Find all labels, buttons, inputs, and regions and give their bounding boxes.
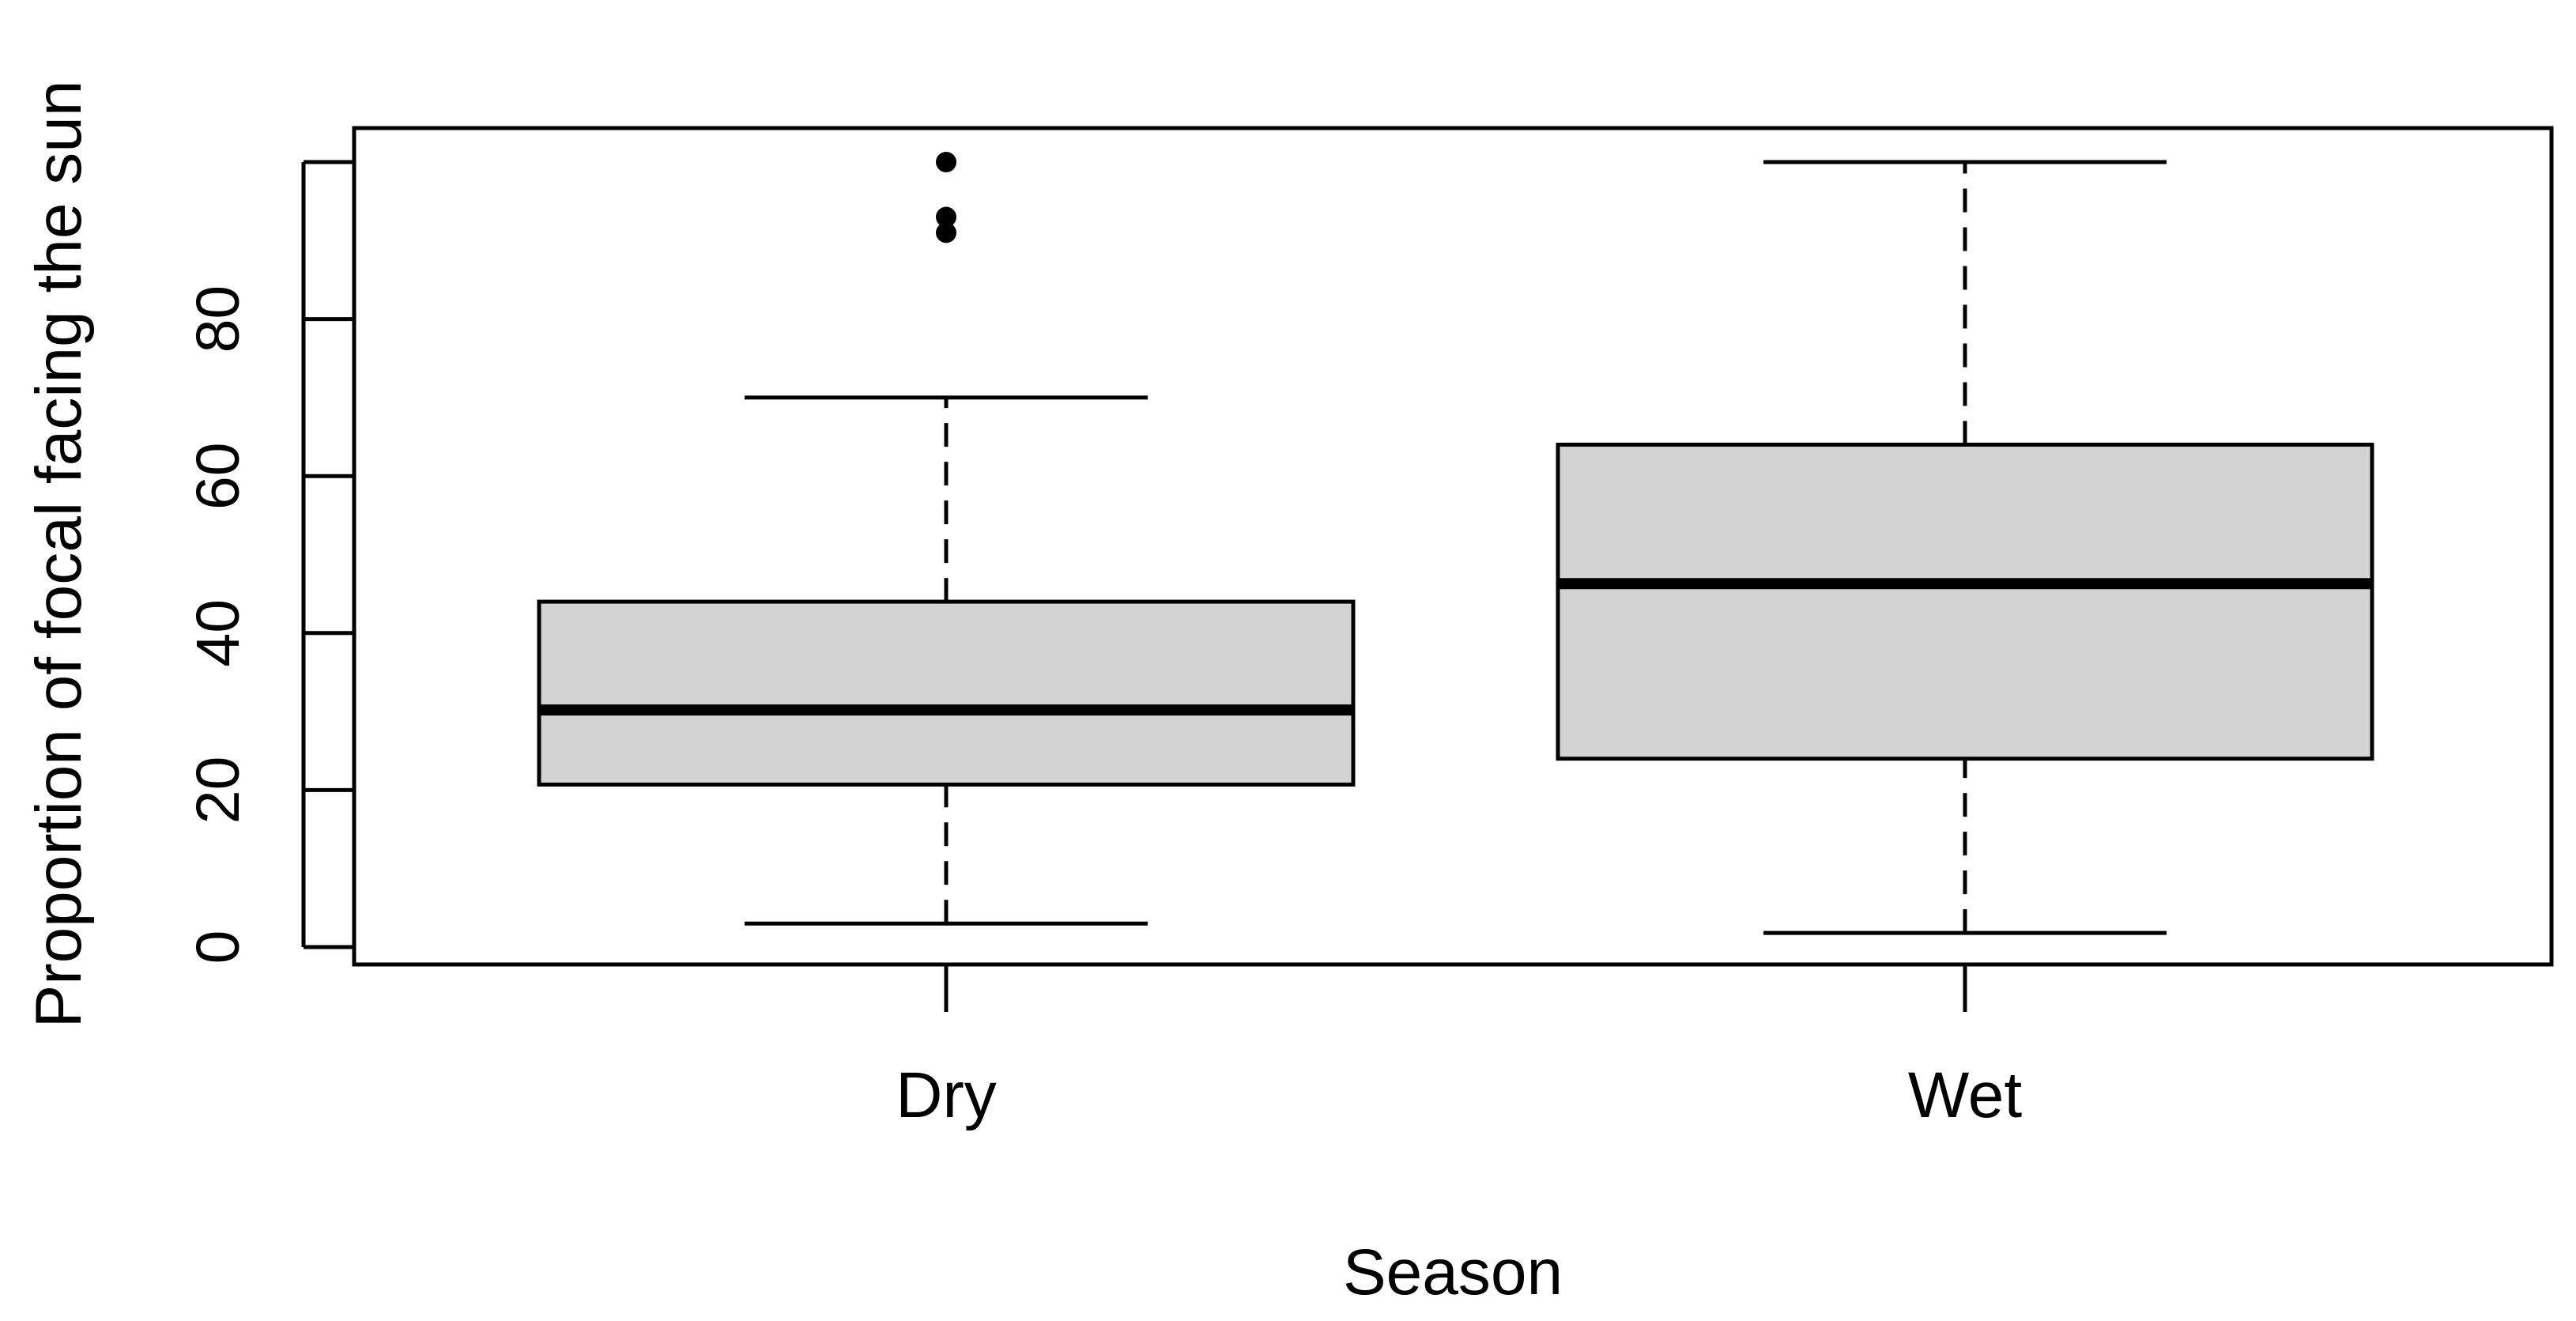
y-tick-label: 60 <box>184 442 252 510</box>
outlier-point <box>936 222 956 243</box>
x-axis-title: Season <box>1343 1236 1563 1308</box>
x-axis: Dry Wet <box>896 964 2022 1131</box>
box-body <box>1556 442 2374 761</box>
box-wet <box>1556 160 2374 935</box>
x-tick-label: Dry <box>896 1059 997 1131</box>
y-tick-label: 80 <box>184 285 252 353</box>
y-tick-label: 40 <box>184 599 252 667</box>
x-tick-label: Wet <box>1908 1059 2023 1131</box>
outlier-point <box>936 152 956 172</box>
y-tick-label: 0 <box>184 930 252 964</box>
plot-frame <box>352 126 2554 967</box>
box-group <box>537 152 2374 935</box>
y-axis: 0 20 40 60 80 <box>184 160 354 964</box>
box-dry <box>537 152 1356 926</box>
box-body <box>537 599 1356 787</box>
y-axis-title: Proportion of focal facing the sun <box>23 81 95 1028</box>
outlier-point <box>936 206 956 228</box>
y-tick-label: 20 <box>184 757 252 825</box>
